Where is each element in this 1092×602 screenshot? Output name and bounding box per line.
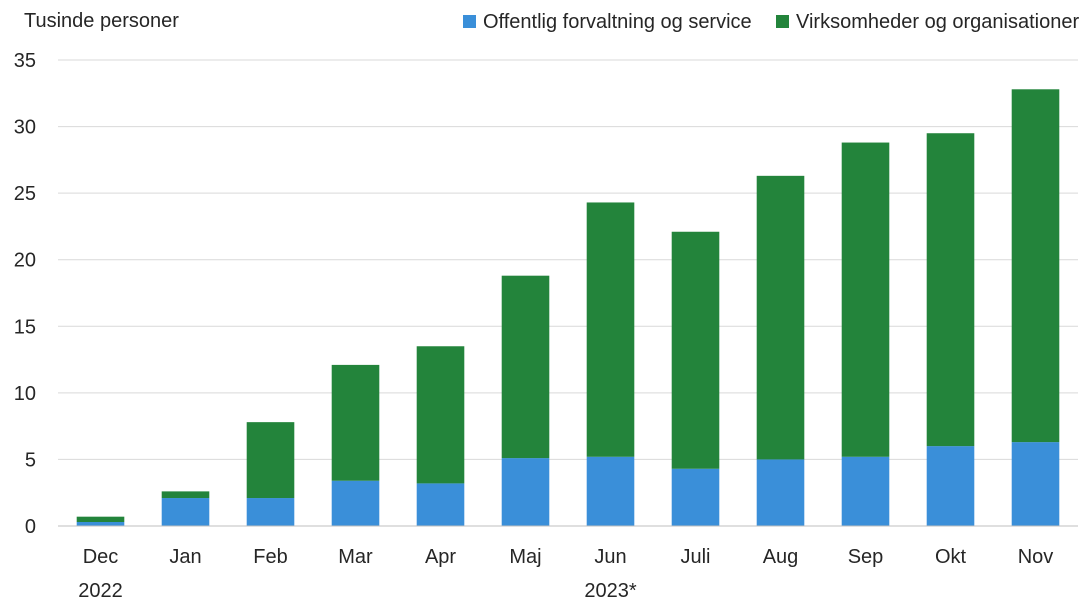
y-unit-label: Tusinde personer	[24, 10, 179, 32]
bar-offentlig-juli	[671, 468, 720, 526]
x-tick-label-sep: Sep	[848, 546, 884, 568]
bar-virksomheder-feb	[246, 422, 295, 499]
legend-label-1: Virksomheder og organisationer	[796, 11, 1079, 33]
bar-virksomheder-dec	[76, 516, 125, 523]
x-axis-group-labels: 2022 2023*	[78, 580, 637, 602]
x-tick-label-jun: Jun	[594, 546, 626, 568]
bar-offentlig-feb	[246, 498, 295, 526]
x-tick-label-okt: Okt	[935, 546, 967, 568]
bar-stack-maj	[501, 275, 550, 526]
x-tick-label-mar: Mar	[338, 546, 373, 568]
bars	[76, 89, 1060, 526]
x-tick-label-nov: Nov	[1018, 546, 1054, 568]
x-tick-label-feb: Feb	[253, 546, 287, 568]
y-tick-label-35: 35	[14, 50, 36, 72]
bar-stack-sep	[841, 142, 890, 526]
y-tick-label-15: 15	[14, 316, 36, 338]
y-tick-label-20: 20	[14, 250, 36, 272]
bar-offentlig-mar	[331, 480, 380, 526]
y-tick-label-10: 10	[14, 383, 36, 405]
bar-virksomheder-jan	[161, 491, 210, 499]
y-tick-label-25: 25	[14, 183, 36, 205]
x-group-label-1: 2023*	[584, 580, 636, 602]
bar-offentlig-jun	[586, 456, 635, 526]
bar-stack-jan	[161, 491, 210, 526]
x-tick-label-dec: Dec	[83, 546, 119, 568]
y-tick-label-5: 5	[25, 449, 36, 471]
legend-swatch-0	[463, 15, 476, 28]
bar-stack-mar	[331, 364, 380, 526]
bar-stack-feb	[246, 422, 295, 526]
y-axis-ticks: 0 5 10 15 20 25 30 35	[14, 50, 36, 538]
bar-stack-jun	[586, 202, 635, 526]
bar-stack-aug	[756, 175, 805, 526]
x-tick-label-apr: Apr	[425, 546, 456, 568]
bar-virksomheder-apr	[416, 346, 465, 484]
x-axis-labels: Dec Jan Feb Mar Apr Maj Jun Juli Aug Sep Okt Nov	[83, 546, 1054, 568]
bar-offentlig-nov	[1011, 442, 1060, 526]
bar-virksomheder-maj	[501, 275, 550, 459]
bar-offentlig-jan	[161, 498, 210, 526]
bar-stack-juli	[671, 231, 720, 526]
bar-offentlig-sep	[841, 456, 890, 526]
bar-virksomheder-sep	[841, 142, 890, 457]
bar-offentlig-maj	[501, 458, 550, 526]
x-tick-label-juli: Juli	[680, 546, 710, 568]
x-tick-label-jan: Jan	[169, 546, 201, 568]
legend-swatch-1	[776, 15, 789, 28]
bar-offentlig-dec	[76, 522, 125, 526]
bar-stack-nov	[1011, 89, 1060, 526]
bar-stack-dec	[76, 516, 125, 526]
legend: Offentlig forvaltning og service Virksomh…	[463, 11, 1079, 33]
bar-virksomheder-nov	[1011, 89, 1060, 443]
bar-offentlig-okt	[926, 446, 975, 526]
bar-offentlig-apr	[416, 483, 465, 526]
x-tick-label-aug: Aug	[763, 546, 799, 568]
gridlines	[58, 59, 1078, 460]
legend-label-0: Offentlig forvaltning og service	[483, 11, 752, 33]
y-tick-label-30: 30	[14, 117, 36, 139]
bar-stack-okt	[926, 133, 975, 526]
x-group-label-0: 2022	[78, 580, 123, 602]
bar-virksomheder-juli	[671, 231, 720, 469]
bar-virksomheder-aug	[756, 175, 805, 460]
bar-virksomheder-mar	[331, 364, 380, 481]
x-tick-label-maj: Maj	[509, 546, 541, 568]
bar-virksomheder-okt	[926, 133, 975, 447]
bar-stack-apr	[416, 346, 465, 526]
y-tick-label-0: 0	[25, 516, 36, 538]
bar-offentlig-aug	[756, 459, 805, 526]
bar-virksomheder-jun	[586, 202, 635, 457]
